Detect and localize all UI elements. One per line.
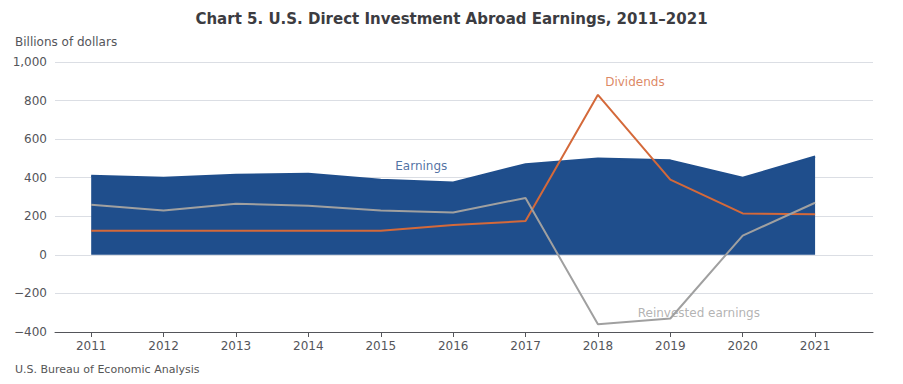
svg-text:2017: 2017 <box>510 339 541 353</box>
svg-text:2015: 2015 <box>365 339 396 353</box>
svg-text:Reinvested earnings: Reinvested earnings <box>638 306 760 320</box>
svg-text:600: 600 <box>24 132 47 146</box>
svg-text:800: 800 <box>24 94 47 108</box>
svg-text:2012: 2012 <box>148 339 179 353</box>
svg-text:2011: 2011 <box>76 339 107 353</box>
svg-text:Chart 5. U.S. Direct Investmen: Chart 5. U.S. Direct Investment Abroad E… <box>195 10 707 28</box>
svg-text:200: 200 <box>24 209 47 223</box>
svg-text:2019: 2019 <box>655 339 686 353</box>
svg-text:Dividends: Dividends <box>605 75 664 89</box>
svg-text:2013: 2013 <box>221 339 252 353</box>
svg-text:−400: −400 <box>14 325 47 339</box>
svg-text:2016: 2016 <box>438 339 469 353</box>
svg-text:2021: 2021 <box>800 339 831 353</box>
svg-text:400: 400 <box>24 171 47 185</box>
svg-text:2020: 2020 <box>727 339 758 353</box>
svg-text:−200: −200 <box>14 286 47 300</box>
svg-text:2018: 2018 <box>583 339 614 353</box>
svg-text:2014: 2014 <box>293 339 324 353</box>
svg-text:U.S. Bureau of Economic Analys: U.S. Bureau of Economic Analysis <box>15 363 200 376</box>
svg-text:1,000: 1,000 <box>13 55 47 69</box>
svg-text:Earnings: Earnings <box>395 159 447 173</box>
svg-text:Billions of dollars: Billions of dollars <box>15 35 117 49</box>
svg-text:0: 0 <box>39 248 47 262</box>
